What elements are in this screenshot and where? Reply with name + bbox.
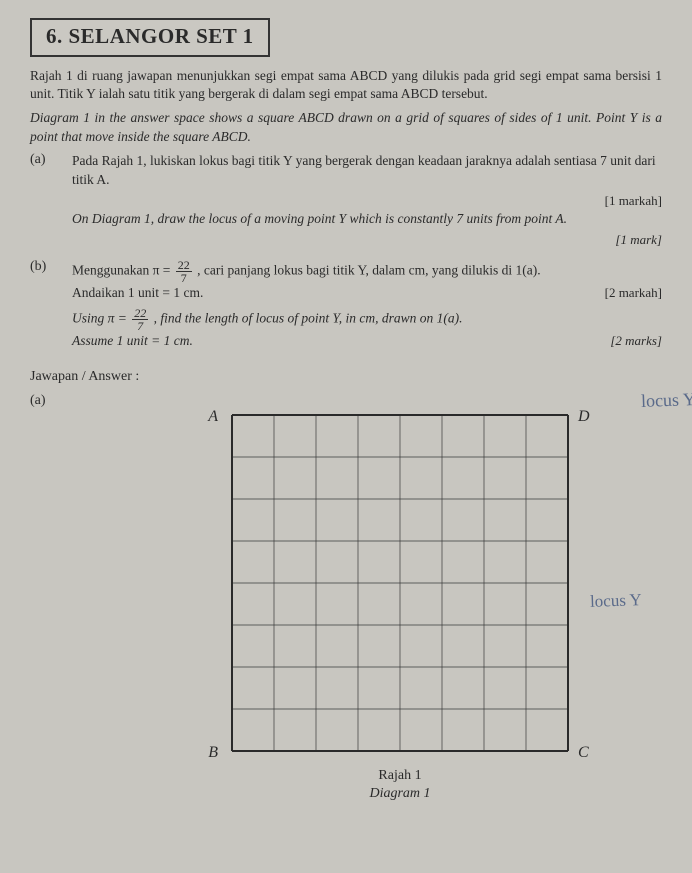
svg-text:C: C	[578, 744, 589, 761]
question-b-malay-line2: Andaikan 1 unit = 1 cm.	[72, 284, 203, 303]
question-a: (a) Pada Rajah 1, lukiskan lokus bagi ti…	[30, 152, 662, 249]
question-b-malay-line1: Menggunakan π = 227 , cari panjang lokus…	[72, 259, 662, 284]
section-title: 6. SELANGOR SET 1	[30, 18, 270, 57]
q-b-my-post: , cari panjang lokus bagi titik Y, dalam…	[194, 263, 541, 278]
intro-malay: Rajah 1 di ruang jawapan menunjukkan seg…	[30, 67, 662, 103]
answer-a-label: (a)	[30, 393, 72, 821]
q-b-my-pre: Menggunakan π =	[72, 263, 174, 278]
q-b-en-post: , find the length of locus of point Y, i…	[150, 310, 462, 325]
svg-text:Diagram 1: Diagram 1	[368, 786, 430, 801]
fraction-22-7-en: 227	[132, 307, 148, 332]
handwriting-mid: locus Y	[590, 590, 642, 612]
svg-text:Rajah 1: Rajah 1	[378, 768, 421, 783]
question-a-mark-malay: [1 markah]	[72, 192, 662, 210]
answer-label: Jawapan / Answer :	[30, 369, 662, 385]
svg-text:B: B	[208, 744, 218, 761]
fraction-22-7: 227	[176, 259, 192, 284]
svg-text:D: D	[577, 408, 590, 425]
question-b-label: (b)	[30, 259, 72, 351]
intro-english: Diagram 1 in the answer space shows a sq…	[30, 109, 662, 145]
question-b-english-line2: Assume 1 unit = 1 cm.	[72, 332, 193, 351]
question-b-english-line1: Using π = 227 , find the length of locus…	[72, 307, 662, 332]
question-b: (b) Menggunakan π = 227 , cari panjang l…	[30, 259, 662, 351]
question-a-label: (a)	[30, 152, 72, 249]
diagram-1: A D B C Rajah 1 Diagram 1 locus Y	[72, 401, 672, 821]
q-b-en-pre: Using π =	[72, 310, 130, 325]
question-b-mark-english: [2 marks]	[610, 332, 662, 351]
question-a-english: On Diagram 1, draw the locus of a moving…	[72, 210, 662, 229]
svg-text:A: A	[207, 408, 218, 425]
question-a-malay: Pada Rajah 1, lukiskan lokus bagi titik …	[72, 152, 662, 190]
question-b-mark-malay: [2 markah]	[605, 284, 662, 303]
question-a-mark-english: [1 mark]	[72, 231, 662, 249]
